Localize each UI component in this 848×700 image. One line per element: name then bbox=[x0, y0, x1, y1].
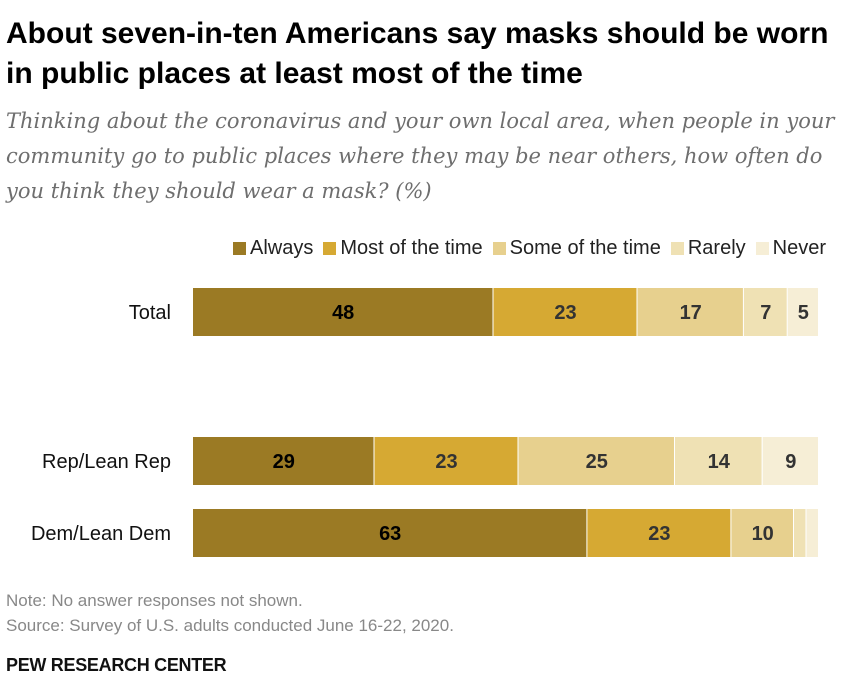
data-label: 10 bbox=[752, 523, 774, 545]
bar-segment-some-of-the-time bbox=[637, 288, 743, 336]
chart-notes: Note: No answer responses not shown. Sou… bbox=[6, 588, 454, 638]
category-label: Rep/Lean Rep bbox=[42, 451, 171, 473]
data-label: 9 bbox=[785, 451, 796, 473]
legend-label: Some of the time bbox=[509, 237, 661, 259]
legend-swatch bbox=[670, 242, 684, 255]
data-label: 7 bbox=[760, 302, 771, 324]
legend-label: Rarely bbox=[687, 237, 746, 259]
data-label: 17 bbox=[680, 302, 702, 324]
bar-segment-rarely bbox=[794, 509, 806, 557]
legend-label: Always bbox=[250, 237, 314, 259]
chart-subtitle: Thinking about the coronavirus and your … bbox=[6, 109, 835, 203]
legend-item-rarely: Rarely bbox=[670, 237, 746, 260]
brand-logo-text: PEW RESEARCH CENTER bbox=[6, 655, 227, 675]
legend-swatch bbox=[233, 242, 247, 255]
data-label: 23 bbox=[435, 451, 457, 473]
bar-segment-some-of-the-time bbox=[731, 509, 793, 557]
bar-segment-never bbox=[762, 437, 818, 485]
legend-label: Most of the time bbox=[340, 237, 483, 259]
bar-segment-rarely bbox=[743, 288, 787, 336]
bar-segment-most-of-the-time bbox=[587, 509, 731, 557]
bar-segment-always bbox=[193, 288, 493, 336]
bar-segment-never bbox=[806, 509, 818, 557]
data-label: 48 bbox=[332, 302, 354, 324]
legend: Always Most of the time Some of the time Ra… bbox=[223, 237, 826, 260]
bar-segment-always bbox=[193, 509, 587, 557]
bar-segment-never bbox=[787, 288, 818, 336]
legend-label: Never bbox=[772, 237, 826, 259]
stacked-bar-chart: Total 48 23 17 7 5 Rep/Lean Rep 29 23 25 14 9 Dem/Le… bbox=[31, 288, 818, 557]
legend-item-never: Never bbox=[755, 237, 826, 260]
source-text: Source: Survey of U.S. adults conducted … bbox=[6, 616, 454, 635]
data-label: 29 bbox=[273, 451, 295, 473]
legend-swatch bbox=[323, 242, 337, 255]
data-label: 25 bbox=[586, 451, 608, 473]
data-label: 63 bbox=[379, 523, 401, 545]
category-label: Dem/Lean Dem bbox=[31, 523, 171, 545]
category-label: Total bbox=[129, 302, 171, 324]
bar-segment-most-of-the-time bbox=[374, 437, 518, 485]
bar-segment-some-of-the-time bbox=[518, 437, 674, 485]
legend-swatch bbox=[492, 242, 506, 255]
data-label: 14 bbox=[708, 451, 731, 473]
bar-segment-rarely bbox=[675, 437, 762, 485]
legend-swatch bbox=[755, 242, 769, 255]
data-label: 5 bbox=[798, 302, 809, 324]
data-label: 23 bbox=[554, 302, 576, 324]
bar-segment-most-of-the-time bbox=[493, 288, 637, 336]
data-label: 23 bbox=[648, 523, 670, 545]
legend-item-always: Always bbox=[233, 237, 313, 260]
legend-item-most-of-the-time: Most of the time bbox=[323, 237, 483, 260]
chart-title: About seven-in-ten Americans say masks s… bbox=[6, 17, 829, 90]
bar-segment-always bbox=[193, 437, 374, 485]
legend-item-some-of-the-time: Some of the time bbox=[492, 237, 661, 260]
note-text: Note: No answer responses not shown. bbox=[6, 591, 303, 610]
